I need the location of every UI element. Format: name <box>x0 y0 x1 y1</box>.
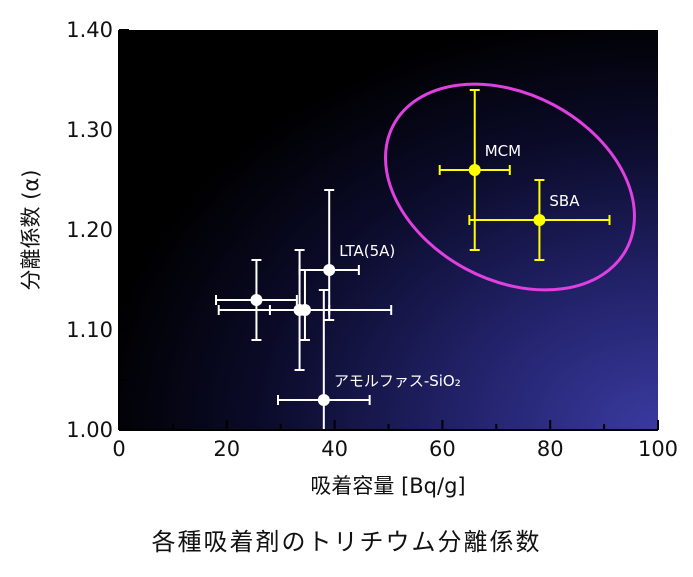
data-marker <box>250 294 263 306</box>
data-marker <box>317 394 330 406</box>
data-marker <box>533 214 546 226</box>
highlight-ellipse-group <box>384 82 636 292</box>
y-tick-label: 1.30 <box>66 118 113 142</box>
y-tick-label: 1.10 <box>66 318 113 342</box>
plot-background <box>119 30 658 430</box>
x-tick-label: 100 <box>638 437 678 461</box>
data-point-0: MCM <box>438 89 521 251</box>
point-label: LTA(5A) <box>339 242 395 260</box>
y-tick-label: 1.20 <box>66 218 113 242</box>
axes: 0 20 40 60 80 100 1.00 1.10 1.20 1.30 1.40 <box>66 18 678 461</box>
highlight-ellipse <box>384 82 636 292</box>
x-tick-label: 40 <box>321 437 348 461</box>
data-marker <box>298 304 311 316</box>
y-tick-label: 1.40 <box>66 18 113 42</box>
scatter-chart: MCM SBA LTA(5A) アモルファス-SiO₂ 0 20 40 60 80 100 1.0… <box>19 18 678 498</box>
point-label: アモルファス-SiO₂ <box>334 372 461 390</box>
data-marker <box>323 264 336 276</box>
point-label: MCM <box>485 142 521 160</box>
x-tick-label: 60 <box>429 437 456 461</box>
y-axis-title: 分離係数 (α) <box>19 170 43 291</box>
x-tick-label: 0 <box>112 437 125 461</box>
point-label: SBA <box>549 192 580 210</box>
data-point-6: アモルファス-SiO₂ <box>277 289 461 431</box>
figure-caption: 各種吸着剤のトリチウム分離係数 <box>151 528 542 556</box>
data-marks: MCM SBA LTA(5A) アモルファス-SiO₂ <box>215 89 611 431</box>
x-tick-label: 80 <box>537 437 564 461</box>
data-point-5 <box>217 269 393 341</box>
data-point-3 <box>215 259 298 341</box>
y-tick-label: 1.00 <box>66 418 113 442</box>
x-tick-label: 20 <box>213 437 240 461</box>
x-axis-title: 吸着容量 [Bq/g] <box>310 474 465 498</box>
data-point-1: SBA <box>468 179 611 261</box>
data-marker <box>468 164 481 176</box>
